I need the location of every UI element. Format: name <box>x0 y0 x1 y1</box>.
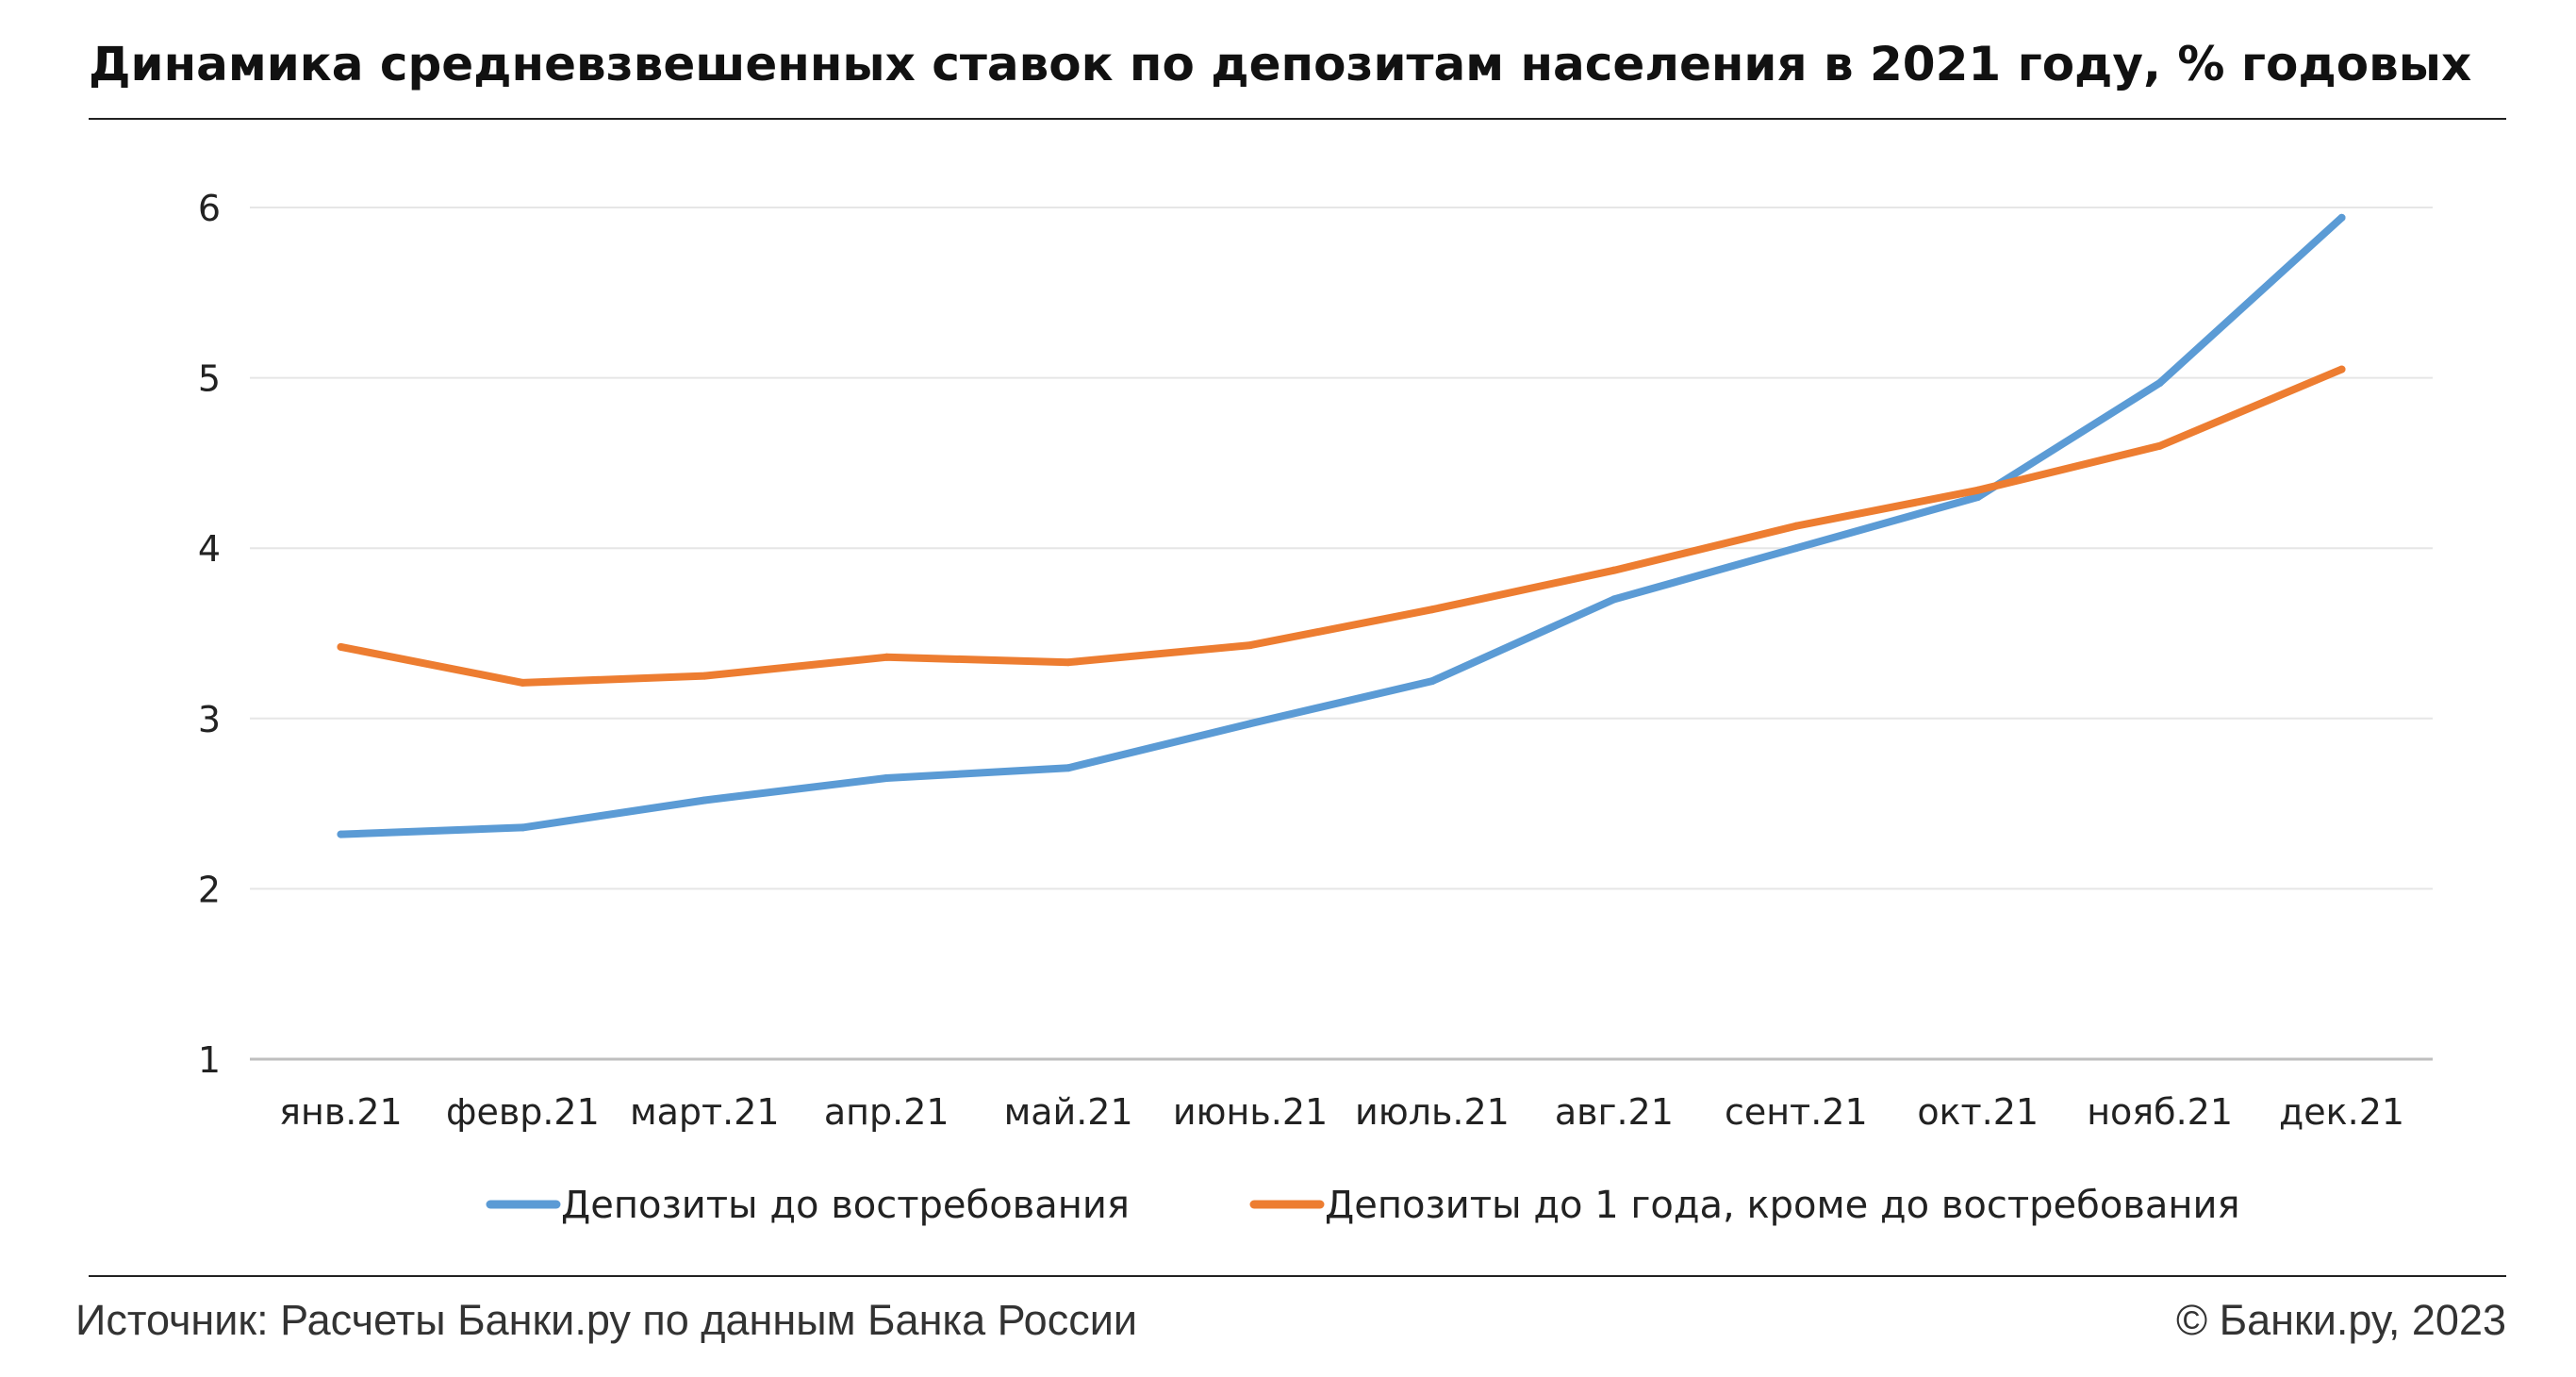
data-point <box>701 672 709 680</box>
data-point <box>1428 606 1436 614</box>
data-point <box>1065 658 1073 667</box>
x-tick-label: февр.21 <box>446 1091 600 1133</box>
data-point <box>519 678 527 687</box>
data-point <box>1973 486 1982 494</box>
data-point <box>337 830 345 838</box>
data-point <box>1973 493 1982 502</box>
series-line-1 <box>337 213 2346 838</box>
line-chart: 1 2 3 4 5 6 янв.21 февр.21 март.21 апр.21 май.21 ию… <box>198 188 2433 1227</box>
legend-label: Депозиты до 1 года, кроме до востребован… <box>1325 1184 2240 1227</box>
x-tick-label: дек.21 <box>2279 1091 2404 1133</box>
data-point <box>1428 677 1436 686</box>
chart-title: Динамика средневзвешенных ставок по депо… <box>89 37 2472 91</box>
x-tick-label: май.21 <box>1004 1091 1133 1133</box>
x-tick-label: нояб.21 <box>2087 1091 2233 1133</box>
data-point <box>1247 641 1255 650</box>
data-point <box>701 796 709 805</box>
data-point <box>1792 522 1800 530</box>
footer-divider <box>89 1275 2506 1277</box>
data-point <box>1610 595 1618 604</box>
x-tick-label: июнь.21 <box>1173 1091 1328 1133</box>
data-point <box>883 774 891 783</box>
data-point <box>2155 379 2164 388</box>
y-tick-label: 1 <box>198 1039 221 1081</box>
copyright: © Банки.ру, 2023 <box>2175 1296 2506 1344</box>
x-tick-label: авг.21 <box>1555 1091 1674 1133</box>
x-tick-label: март.21 <box>630 1091 780 1133</box>
legend-label: Депозиты до востребования <box>561 1184 1130 1227</box>
data-point <box>1065 764 1073 772</box>
data-point <box>519 823 527 832</box>
data-point <box>2337 365 2346 373</box>
x-tick-label: июль.21 <box>1355 1091 1510 1133</box>
x-tick-label: янв.21 <box>279 1091 403 1133</box>
data-point <box>1792 544 1800 553</box>
x-tick-label: апр.21 <box>824 1091 949 1133</box>
source-note: Источник: Расчеты Банки.ру по данным Бан… <box>75 1296 1137 1344</box>
x-tick-label: сент.21 <box>1725 1091 1868 1133</box>
data-point <box>2337 213 2346 222</box>
data-point <box>883 653 891 661</box>
y-tick-label: 5 <box>198 358 221 400</box>
x-tick-label: окт.21 <box>1917 1091 2039 1133</box>
data-point <box>1610 566 1618 574</box>
title-divider <box>89 118 2506 120</box>
data-point <box>2155 441 2164 450</box>
y-tick-label: 2 <box>198 869 221 910</box>
data-point <box>337 642 345 651</box>
series-line-2 <box>337 365 2346 687</box>
data-point <box>1247 720 1255 728</box>
y-tick-label: 6 <box>198 188 221 229</box>
y-tick-label: 3 <box>198 699 221 740</box>
y-tick-label: 4 <box>198 528 221 570</box>
